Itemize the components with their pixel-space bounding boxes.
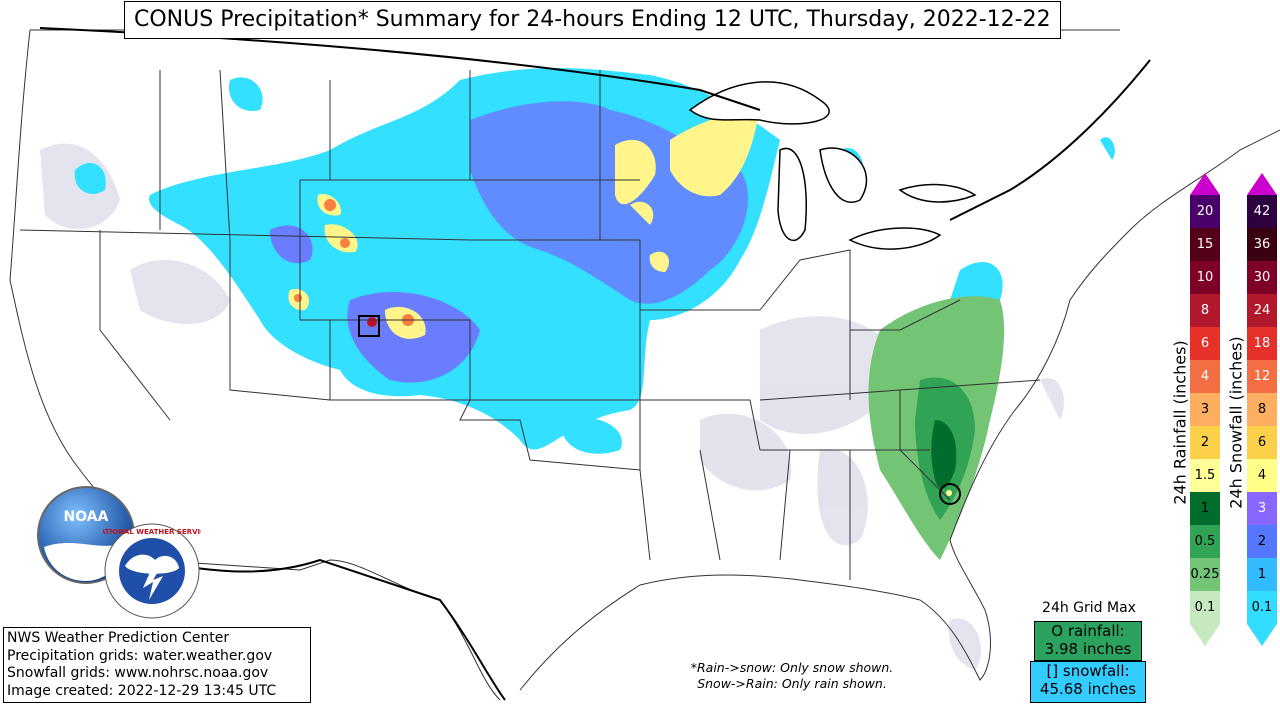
grid-max-rain-label: O rainfall: (1051, 622, 1125, 640)
rainfall-colorbar-level: 0.5 (1190, 525, 1220, 558)
info-line: Snowfall grids: www.nohrsc.noaa.gov (7, 665, 269, 681)
snowfall-colorbar-level: 2 (1247, 525, 1277, 558)
snowfall-colorbar-bottom-arrow (1247, 624, 1277, 646)
rainfall-colorbar-level: 1 (1190, 492, 1220, 525)
grid-max-title: 24h Grid Max (1042, 600, 1136, 616)
note-line: *Rain->snow: Only snow shown. (690, 660, 894, 675)
grid-max-snow-label: [] snowfall: (1046, 662, 1130, 680)
note-line: Snow->Rain: Only rain shown. (697, 676, 887, 691)
rainfall-colorbar-level: 2 (1190, 426, 1220, 459)
grid-max-snow-value: 45.68 inches (1039, 680, 1137, 698)
snowfall-colorbar-level: 36 (1247, 228, 1277, 261)
nws-logo-text: NATIONAL WEATHER SERVICE (103, 528, 201, 536)
snowfall-colorbar-level: 24 (1247, 294, 1277, 327)
snow-heavy-areas (288, 105, 760, 339)
grid-max-rain-value: 3.98 inches (1044, 640, 1132, 658)
trace-precip-areas (40, 143, 1064, 670)
grid-max-rainfall: O rainfall: 3.98 inches (1034, 621, 1142, 661)
snowfall-colorbar-level: 18 (1247, 327, 1277, 360)
snowfall-colorbar-top-arrow (1247, 173, 1277, 195)
great-lakes (688, 81, 977, 250)
rainfall-colorbar-level: 3 (1190, 393, 1220, 426)
rainfall-colorbar-level: 0.25 (1190, 558, 1220, 591)
info-line: Precipitation grids: water.weather.gov (7, 647, 273, 664)
info-box: NWS Weather Prediction Center Precipitat… (3, 627, 311, 703)
map-title: CONUS Precipitation* Summary for 24-hour… (124, 1, 1061, 39)
rainfall-colorbar-level: 4 (1190, 360, 1220, 393)
snowfall-colorbar-level: 1 (1247, 558, 1277, 591)
info-line: NWS Weather Prediction Center (7, 630, 230, 646)
snowfall-colorbar-level: 3 (1247, 492, 1277, 525)
rainfall-colorbar-label: 24h Rainfall (inches) (1170, 340, 1190, 505)
noaa-logo-text: NOAA (64, 509, 109, 525)
grid-max-snowfall: [] snowfall: 45.68 inches (1030, 661, 1146, 703)
rainfall-colorbar-level: 1.5 (1190, 459, 1220, 492)
snowfall-colorbar-level: 30 (1247, 261, 1277, 294)
snowfall-colorbar-label: 24h Snowfall (inches) (1226, 336, 1246, 509)
snowfall-colorbar-level: 4 (1247, 459, 1277, 492)
rainfall-colorbar-level: 15 (1190, 228, 1220, 261)
nws-logo: NATIONAL WEATHER SERVICE (103, 523, 201, 619)
rainfall-colorbar-level: 20 (1190, 195, 1220, 228)
rainfall-colorbar-bottom-arrow (1190, 624, 1220, 646)
rain-max-marker (939, 483, 961, 505)
rain-areas (868, 296, 1005, 560)
snowfall-colorbar-level: 8 (1247, 393, 1277, 426)
rainfall-colorbar-top-arrow (1190, 173, 1220, 195)
snowfall-colorbar-level: 6 (1247, 426, 1277, 459)
rainfall-colorbar-level: 8 (1190, 294, 1220, 327)
snowfall-colorbar-level: 12 (1247, 360, 1277, 393)
rain-snow-note: *Rain->snow: Only snow shown. Snow->Rain… (672, 660, 912, 692)
snowfall-colorbar-level: 0.1 (1247, 591, 1277, 624)
rainfall-colorbar-level: 0.1 (1190, 591, 1220, 624)
info-line: Image created: 2022-12-29 13:45 UTC (7, 682, 277, 699)
rainfall-colorbar-level: 10 (1190, 261, 1220, 294)
rainfall-colorbar-level: 6 (1190, 327, 1220, 360)
snowfall-colorbar-level: 42 (1247, 195, 1277, 228)
snow-max-marker (358, 315, 380, 337)
